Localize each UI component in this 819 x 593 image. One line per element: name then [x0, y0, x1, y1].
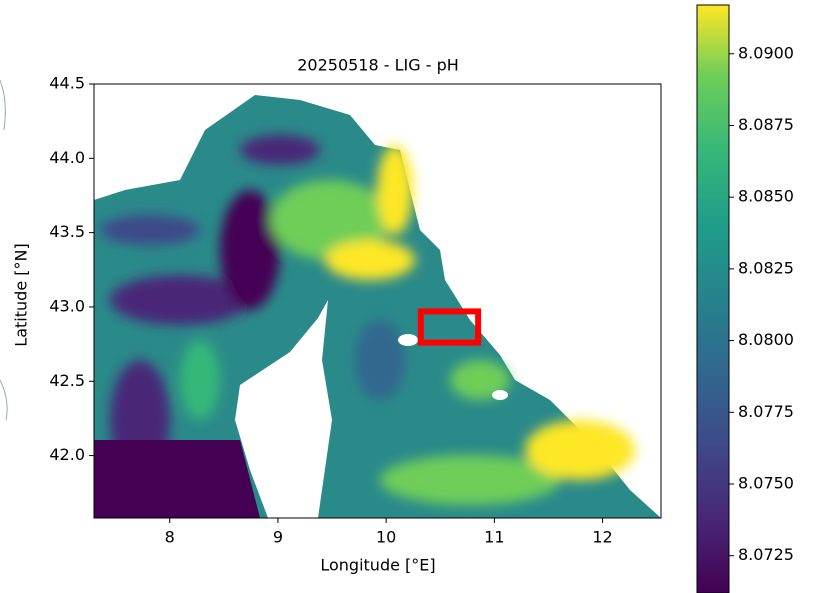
colorbar-tick-label: 8.0750 [738, 474, 794, 493]
colorbar-tick-label: 8.0875 [738, 115, 794, 134]
y-tick-label: 44.0 [49, 148, 85, 167]
plot-frame [93, 83, 662, 519]
colorbar [697, 5, 729, 593]
colorbar-tick-label: 8.0725 [738, 545, 794, 564]
land [398, 334, 418, 346]
x-tick-label: 9 [273, 528, 283, 547]
x-tick-label: 10 [376, 528, 396, 547]
colorbar-tick-label: 8.0850 [738, 187, 794, 206]
x-tick-label: 12 [592, 528, 612, 547]
field-texture [100, 135, 635, 505]
x-axis-label: Longitude [°E] [320, 556, 435, 575]
y-tick-label: 43.5 [49, 222, 85, 241]
dark-region [94, 440, 260, 518]
y-tick-label: 42.0 [49, 445, 85, 464]
field [94, 95, 661, 518]
x-tick-label: 8 [165, 528, 175, 547]
colorbar-tick-label: 8.0825 [738, 258, 794, 277]
colorbar-frame [696, 4, 730, 593]
y-axis-label: Latitude [°N] [12, 243, 31, 346]
x-tick-label: 11 [484, 528, 504, 547]
colorbar-tick-label: 8.0900 [738, 43, 794, 62]
colorbar-tick-label: 8.0800 [738, 330, 794, 349]
y-tick-label: 44.5 [49, 74, 85, 93]
land [492, 390, 508, 400]
y-tick-label: 43.0 [49, 296, 85, 315]
colorbar-tick-label: 8.0775 [738, 402, 794, 421]
chart-title: 20250518 - LIG - pH [297, 56, 459, 75]
highlight-box [417, 308, 482, 346]
land [235, 300, 332, 518]
background-map [0, 79, 8, 421]
y-tick-label: 42.5 [49, 371, 85, 390]
